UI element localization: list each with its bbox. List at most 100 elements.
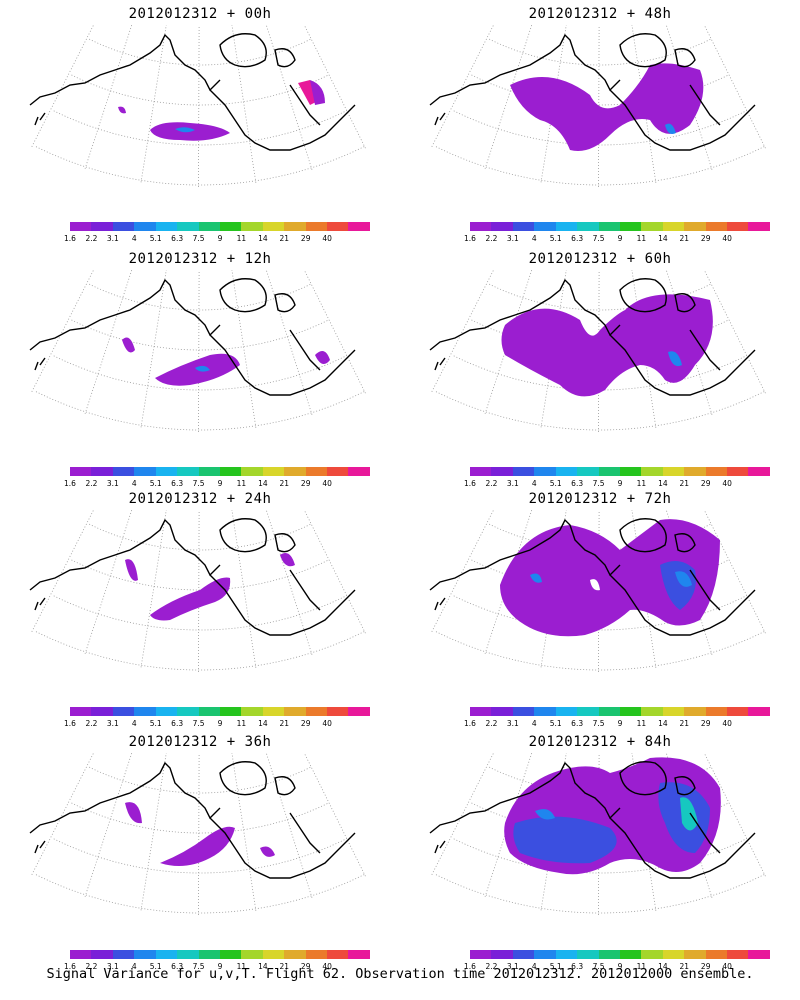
colorbar-label: 3.1 <box>106 719 119 728</box>
colorbar-labels: 1.6 2.2 3.1 4 5.1 6.3 7.5 9 11 14 21 29 40 <box>55 962 385 972</box>
colorbar-swatch <box>262 222 285 231</box>
panel-title: 2012012312 + 36h <box>128 734 272 750</box>
variance-contour <box>195 365 210 372</box>
colorbar-label: 1.6 <box>64 234 76 243</box>
colorbar-swatch <box>155 222 178 231</box>
colorbar-swatch <box>512 467 535 476</box>
colorbar-swatch <box>70 707 92 716</box>
colorbar-label: 11 <box>236 962 247 971</box>
colorbar-swatch <box>91 222 113 231</box>
variance-field <box>510 63 704 152</box>
panel-36h: 2012012312 + 36h 1.6 2.2 3.1 4 5.1 6.3 7.5 9 11 1… <box>10 728 390 973</box>
colorbar-label: 29 <box>700 234 711 243</box>
map-00h <box>29 25 366 187</box>
variance-contour <box>665 123 676 134</box>
colorbar-label: 29 <box>300 479 311 488</box>
colorbar-swatch <box>241 467 263 476</box>
colorbar-swatch <box>555 950 578 959</box>
colorbar-swatch <box>112 222 135 231</box>
colorbar-label: 2.2 <box>85 479 98 488</box>
colorbar <box>470 222 770 231</box>
colorbar-swatch <box>598 222 620 231</box>
meridian-line <box>198 25 200 187</box>
latitude-line <box>89 766 312 794</box>
coastline <box>29 518 356 636</box>
variance-contour <box>660 561 696 610</box>
colorbar-swatch <box>491 467 513 476</box>
map-48h <box>429 25 766 187</box>
colorbar-swatch <box>470 222 492 231</box>
variance-field <box>500 519 720 637</box>
colorbar-label: 40 <box>322 719 332 728</box>
colorbar-label: 9 <box>217 234 223 243</box>
colorbar-swatch <box>512 707 535 716</box>
colorbar-label: 14 <box>258 234 268 243</box>
map-60h <box>429 270 766 432</box>
variance-contour <box>501 294 713 397</box>
panel-60h: 2012012312 + 60h 1.6 2.2 3.1 4 5.1 6.3 7.5 9 11 1… <box>410 245 790 490</box>
variance-contour <box>590 579 600 591</box>
colorbar-swatch <box>112 467 135 476</box>
colorbar-label: 2.2 <box>485 234 498 243</box>
colorbar-label: 7.5 <box>592 479 605 488</box>
colorbar-swatch <box>262 950 285 959</box>
colorbar-swatch <box>112 950 135 959</box>
colorbar-label: 4 <box>531 479 537 488</box>
colorbar-label: 5.1 <box>549 719 562 728</box>
variance-contour <box>535 809 555 820</box>
colorbar-swatch <box>555 467 578 476</box>
colorbar-label: 40 <box>322 479 332 488</box>
map-84h <box>429 753 766 915</box>
colorbar-swatch <box>705 222 728 231</box>
latitude-line <box>435 391 765 431</box>
colorbar-label: 29 <box>300 962 311 971</box>
latitude-line <box>489 38 712 66</box>
meridian-line <box>303 753 366 877</box>
colorbar-swatch <box>219 950 242 959</box>
meridian-line <box>84 510 133 654</box>
meridian-line <box>231 270 257 428</box>
coastline <box>429 761 756 879</box>
colorbar-swatch <box>177 222 199 231</box>
colorbar-label: 14 <box>258 962 268 971</box>
colorbar-label: 7.5 <box>192 719 205 728</box>
latitude-line <box>35 146 365 186</box>
colorbar-label: 21 <box>279 719 290 728</box>
panel-title: 2012012312 + 12h <box>128 251 272 267</box>
colorbar-swatch <box>91 707 113 716</box>
colorbar-swatch <box>727 950 749 959</box>
meridian-line <box>265 25 313 170</box>
colorbar-label: 2.2 <box>485 719 498 728</box>
colorbar-label: 5.1 <box>549 479 562 488</box>
panel-84h: 2012012312 + 84h 1.6 2.2 3.1 4 5.1 6.3 7.5 9 11 1… <box>410 728 790 973</box>
colorbar-label: 6.3 <box>571 962 584 971</box>
colorbar-swatch <box>262 707 285 716</box>
colorbar-swatch <box>348 222 370 231</box>
variance-contour <box>310 80 325 105</box>
latitude-line <box>435 874 765 914</box>
latitude-line <box>89 38 312 66</box>
colorbar-swatch <box>619 707 642 716</box>
colorbar-swatch <box>748 950 770 959</box>
colorbar-swatch <box>491 707 513 716</box>
colorbar-swatch <box>619 467 642 476</box>
colorbar-swatch <box>684 222 706 231</box>
colorbar-label: 11 <box>636 962 647 971</box>
colorbar-swatch <box>198 467 220 476</box>
colorbar-swatch <box>491 950 513 959</box>
colorbar-swatch <box>534 950 556 959</box>
colorbar-label: 7.5 <box>592 962 605 971</box>
colorbar-label: 29 <box>300 719 311 728</box>
colorbar-swatch <box>91 467 113 476</box>
colorbar-label: 40 <box>722 234 732 243</box>
colorbar-label: 5.1 <box>149 719 162 728</box>
colorbar-swatch <box>641 707 663 716</box>
colorbar-label: 1.6 <box>64 962 76 971</box>
colorbar-label: 9 <box>617 234 623 243</box>
colorbar-label: 1.6 <box>464 719 476 728</box>
variance-contour <box>530 573 542 583</box>
colorbar-swatch <box>241 222 263 231</box>
colorbar-label: 6.3 <box>171 719 184 728</box>
meridian-line <box>265 753 313 898</box>
meridian-line <box>198 753 200 915</box>
